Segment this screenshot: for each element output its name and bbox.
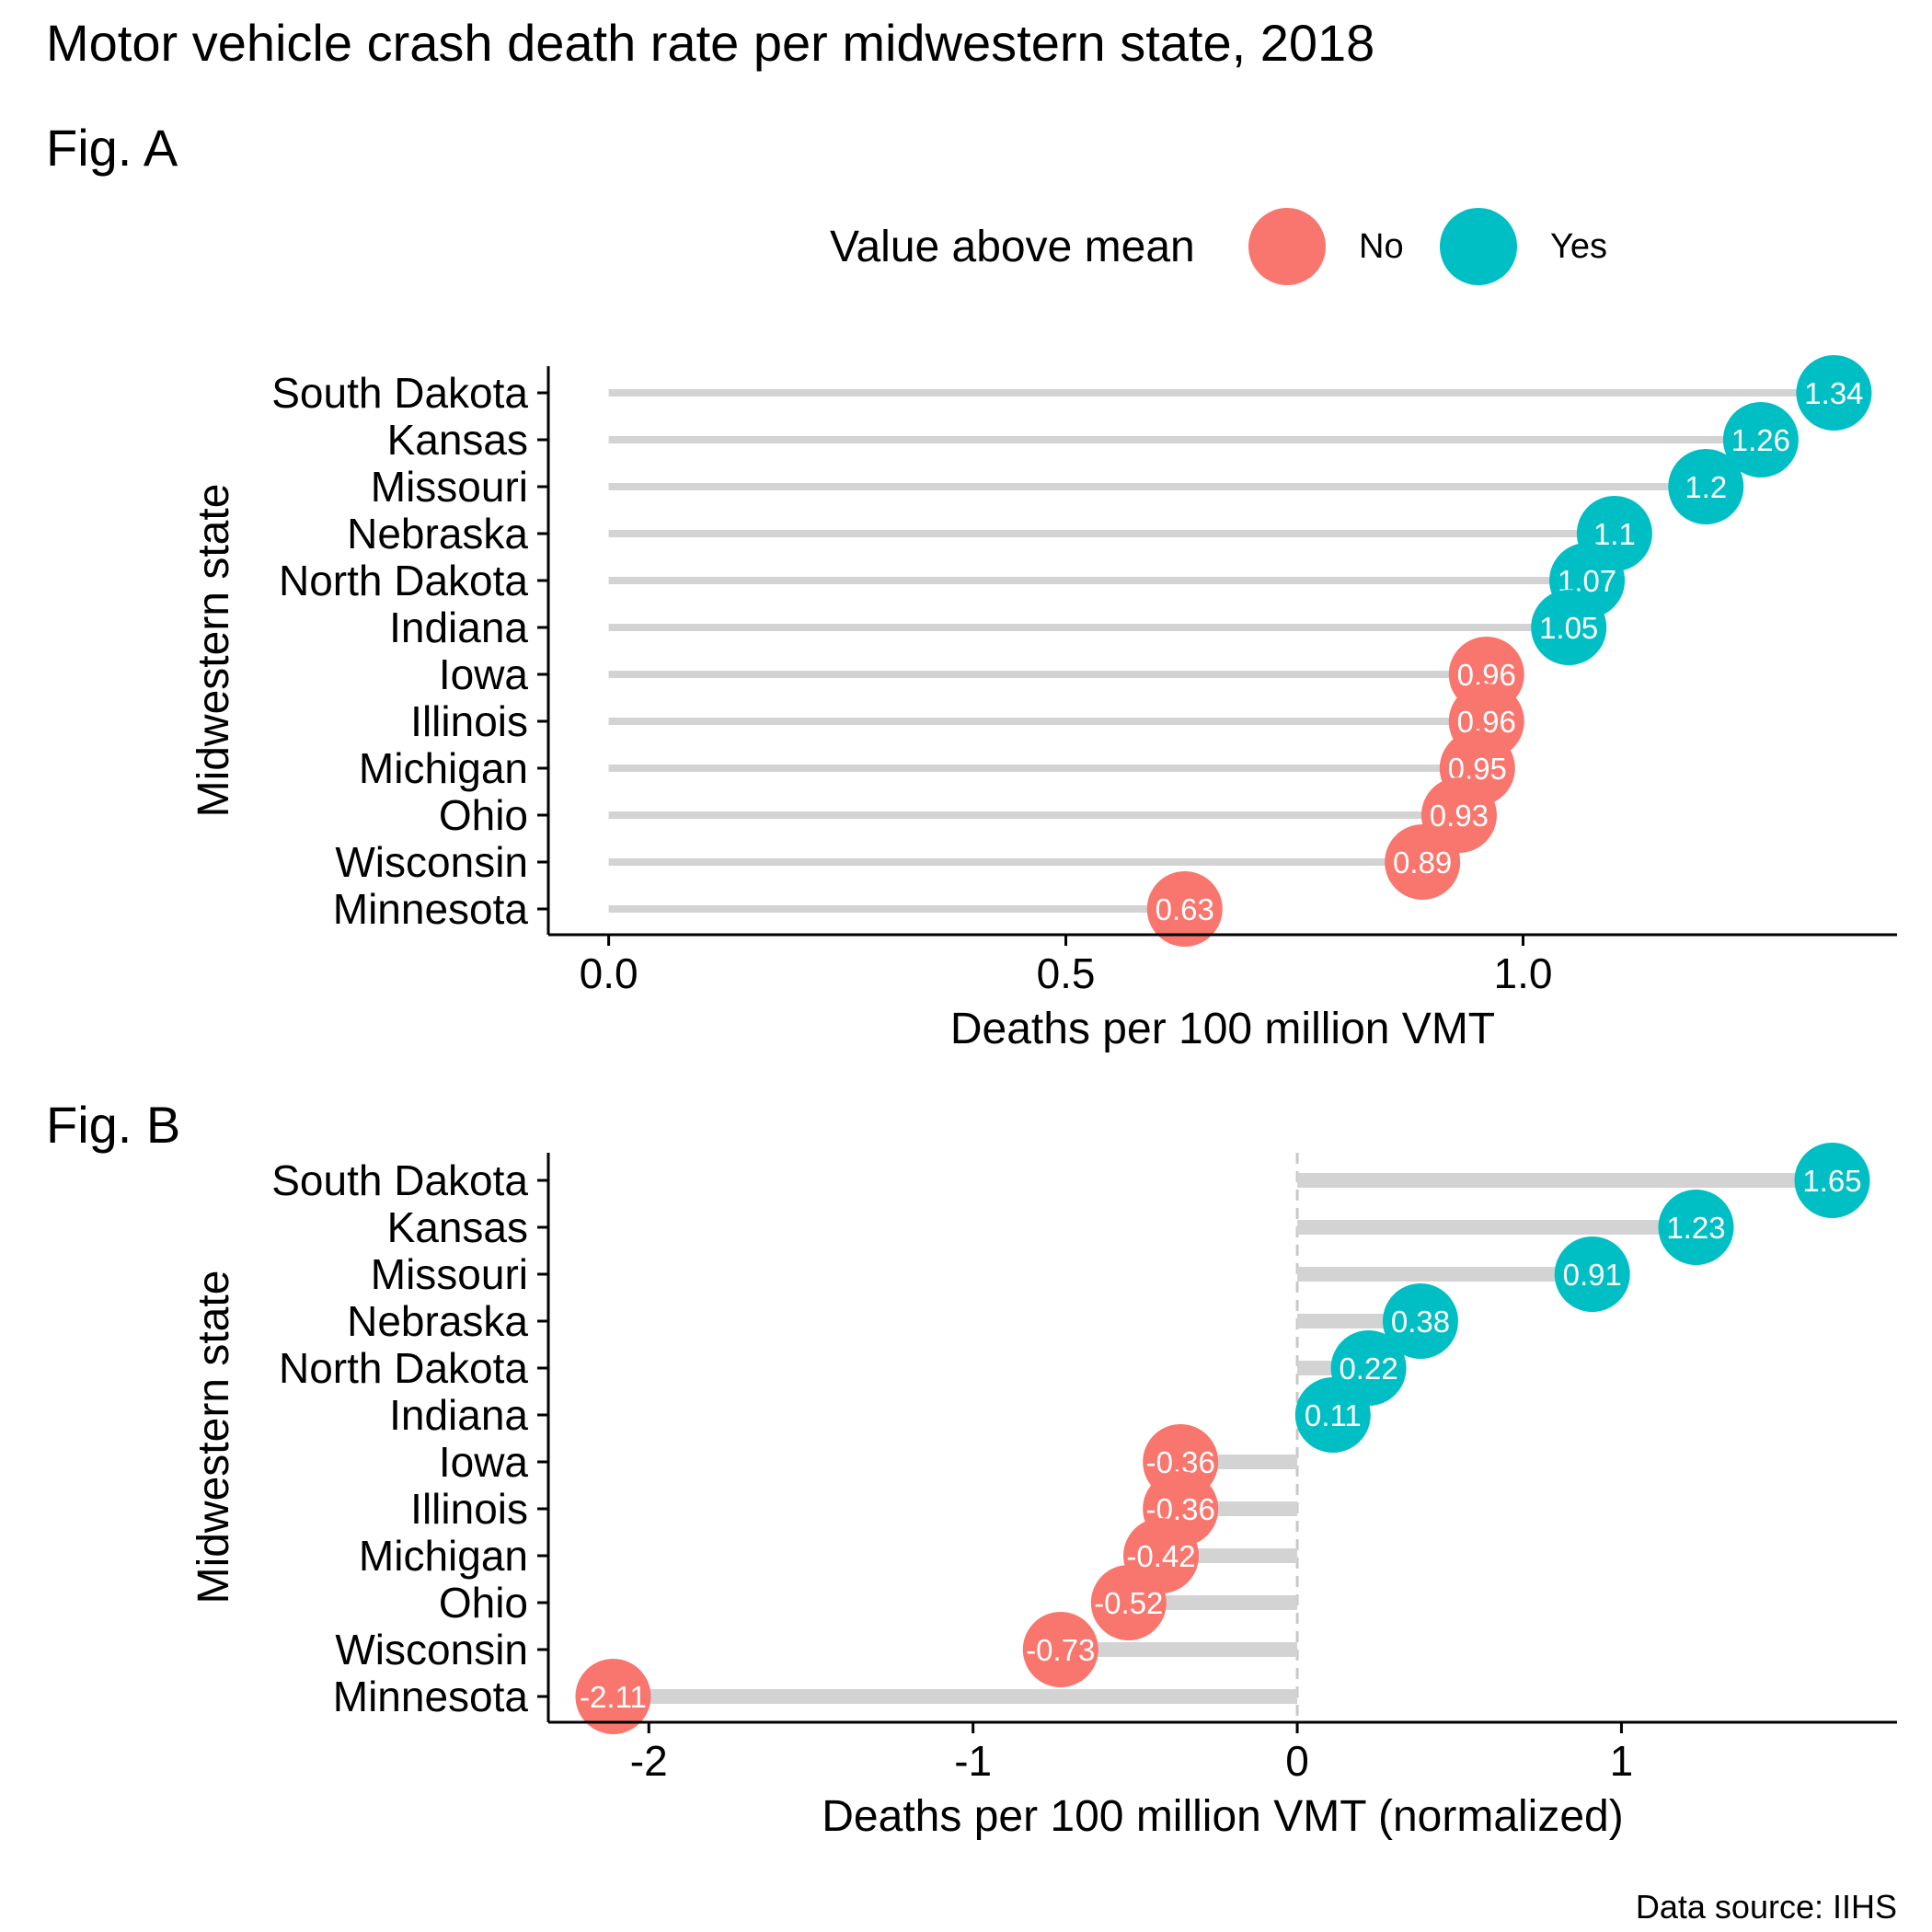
- panel-a-ytick-label-indiana: Indiana: [389, 604, 528, 651]
- panel-a-point-indiana: [1531, 590, 1607, 665]
- panel-b-ytick-label-missouri: Missouri: [371, 1250, 528, 1298]
- panel-b-value-label-minnesota: -2.11: [580, 1680, 647, 1714]
- panel-a-xtick-label-0-0: 0.0: [580, 949, 638, 997]
- panel-a-ytick-label-nebraska: Nebraska: [347, 510, 528, 558]
- panel-b-value-label-south-dakota: 1.65: [1802, 1164, 1861, 1198]
- panel-b-xtick-label-2: -2: [630, 1737, 668, 1785]
- panel-b-ytick-label-north-dakota: North Dakota: [279, 1344, 528, 1392]
- panel-b-point-indiana: [1294, 1377, 1371, 1453]
- panel-b-value-label-missouri: 0.91: [1563, 1258, 1622, 1292]
- panel-b-point-ohio: [1090, 1565, 1167, 1640]
- panel-a-value-label-indiana: 1.05: [1539, 611, 1598, 645]
- legend-no-label: No: [1359, 227, 1404, 266]
- panel-a-ytick-label-south-dakota: South Dakota: [271, 369, 528, 417]
- panel-b-ytick-label-kansas: Kansas: [387, 1203, 528, 1251]
- panel-a-ytick-label-iowa: Iowa: [439, 650, 529, 698]
- panel-b-ytick-label-south-dakota: South Dakota: [271, 1156, 528, 1204]
- legend-yes-label: Yes: [1550, 227, 1607, 266]
- panel-b-ytick-label-illinois: Illinois: [410, 1485, 528, 1533]
- panel-a-ytick-label-north-dakota: North Dakota: [279, 557, 528, 604]
- panel-a-ytick-label-missouri: Missouri: [371, 463, 528, 511]
- panel-a-value-label-kansas: 1.26: [1731, 423, 1790, 457]
- panel-a-ytick-label-wisconsin: Wisconsin: [335, 838, 528, 886]
- panel-a-value-label-south-dakota: 1.34: [1804, 376, 1863, 410]
- panel-a-plot: 1.341.261.21.11.071.050.960.960.950.930.…: [190, 355, 1897, 1053]
- panel-b-y-axis-title: Midwestern state: [190, 1271, 238, 1604]
- panel-a-ytick-label-ohio: Ohio: [439, 791, 528, 839]
- panel-a-point-kansas: [1722, 402, 1799, 477]
- panel-b-point-kansas: [1658, 1190, 1734, 1265]
- panel-b-ytick-label-nebraska: Nebraska: [347, 1297, 528, 1345]
- panel-b-value-label-nebraska: 0.38: [1391, 1305, 1450, 1339]
- panel-a-label: Fig. A: [46, 119, 178, 177]
- panel-b-value-label-kansas: 1.23: [1666, 1211, 1725, 1245]
- panel-b-value-label-indiana: 0.11: [1305, 1398, 1362, 1432]
- panel-b-point-south-dakota: [1794, 1143, 1870, 1218]
- panel-b-plot: 1.651.230.910.380.220.11-0.36-0.36-0.42-…: [190, 1143, 1897, 1841]
- panel-a-value-label-minnesota: 0.63: [1156, 892, 1214, 926]
- legend-title: Value above mean: [830, 223, 1195, 271]
- panel-b-label: Fig. B: [46, 1096, 180, 1154]
- panel-a-value-label-ohio: 0.93: [1430, 799, 1489, 833]
- panel-b-value-label-wisconsin: -0.73: [1026, 1633, 1095, 1667]
- panel-b-ytick-label-minnesota: Minnesota: [333, 1673, 529, 1720]
- panel-b-ytick-label-wisconsin: Wisconsin: [335, 1626, 528, 1673]
- panel-b-xtick-label-0: 0: [1285, 1737, 1309, 1785]
- chart-title: Motor vehicle crash death rate per midwe…: [46, 14, 1375, 72]
- panel-a-x-axis-title: Deaths per 100 million VMT: [950, 1005, 1495, 1053]
- panel-b-point-wisconsin: [1022, 1612, 1098, 1687]
- panel-b-xtick-label-1: -1: [954, 1737, 992, 1785]
- panel-b-ytick-label-michigan: Michigan: [359, 1532, 528, 1580]
- panel-a-point-minnesota: [1146, 871, 1223, 947]
- panel-b-ytick-label-iowa: Iowa: [439, 1438, 529, 1486]
- panel-a-value-label-wisconsin: 0.89: [1393, 845, 1452, 880]
- panel-b-value-label-north-dakota: 0.22: [1339, 1351, 1397, 1386]
- panel-b-point-minnesota: [575, 1659, 651, 1734]
- panel-a-ytick-label-kansas: Kansas: [387, 416, 528, 464]
- legend: Value above mean No Yes: [830, 208, 1607, 285]
- panel-a-value-label-missouri: 1.2: [1685, 470, 1727, 504]
- panel-a-point-south-dakota: [1796, 355, 1872, 431]
- panel-b-ytick-label-ohio: Ohio: [439, 1579, 528, 1627]
- panel-b-xtick-label-1: 1: [1610, 1737, 1634, 1785]
- panel-a-ytick-label-illinois: Illinois: [410, 697, 528, 745]
- panel-a-xtick-label-0-5: 0.5: [1037, 949, 1096, 997]
- panel-a-ytick-label-michigan: Michigan: [359, 744, 528, 792]
- panel-a-xtick-label-1-0: 1.0: [1494, 949, 1553, 997]
- panel-a-y-axis-title: Midwestern state: [190, 484, 238, 818]
- legend-yes-swatch: [1440, 208, 1517, 285]
- panel-a-ytick-label-minnesota: Minnesota: [333, 885, 529, 933]
- panel-b-point-missouri: [1554, 1236, 1630, 1312]
- data-source-caption: Data source: IIHS: [1635, 1888, 1897, 1926]
- panel-b-value-label-ohio: -0.52: [1094, 1586, 1163, 1620]
- panel-b-ytick-label-indiana: Indiana: [389, 1391, 528, 1439]
- panel-b-point-nebraska: [1382, 1283, 1458, 1359]
- legend-no-swatch: [1248, 208, 1326, 285]
- panel-b-x-axis-title: Deaths per 100 million VMT (normalized): [822, 1792, 1623, 1841]
- panel-a-point-missouri: [1668, 449, 1744, 524]
- panel-a-point-wisconsin: [1385, 824, 1461, 900]
